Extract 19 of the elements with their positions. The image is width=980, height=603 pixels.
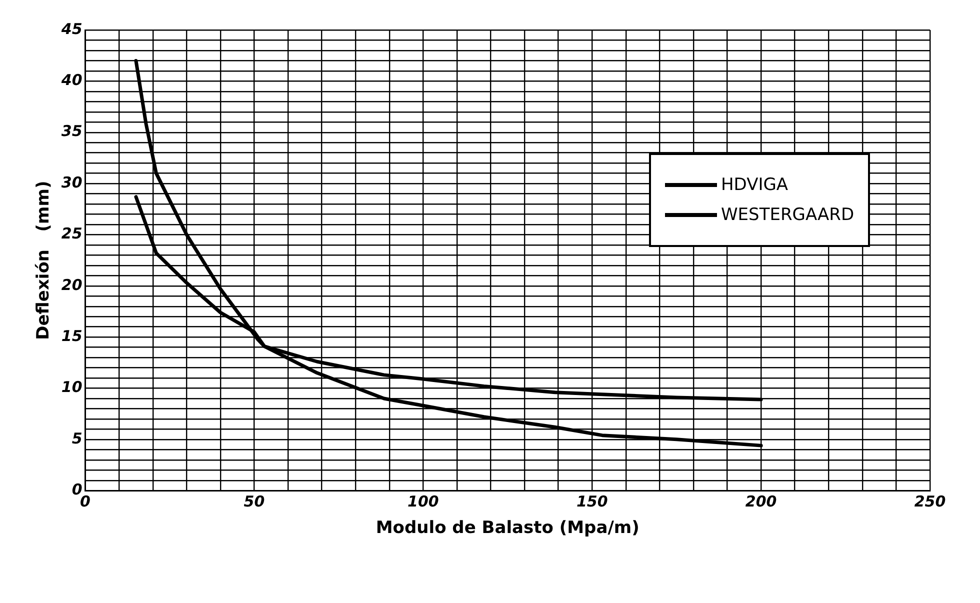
y-axis-title: Deflexión (mm) — [34, 180, 54, 340]
legend-label: HDVIGA — [721, 175, 788, 196]
y-tick-label: 10 — [61, 378, 82, 396]
x-tick-label: 250 — [914, 492, 946, 510]
y-tick-label: 0 — [72, 480, 82, 498]
y-tick-label: 45 — [60, 20, 82, 38]
y-tick-label: 35 — [61, 122, 82, 140]
y-tick-label: 20 — [61, 276, 82, 294]
x-tick-label: 100 — [408, 492, 439, 510]
y-tick-label: 15 — [61, 326, 82, 345]
legend-label: WESTERGAARD — [721, 205, 854, 226]
x-tick-label: 200 — [745, 492, 777, 510]
y-tick-label: 30 — [61, 173, 82, 192]
x-tick-label: 150 — [576, 492, 608, 510]
y-tick-label: 5 — [72, 429, 82, 448]
x-axis-title: Modulo de Balasto (Mpa/m) — [376, 518, 640, 538]
y-tick-label: 25 — [61, 224, 82, 243]
x-tick-label: 50 — [244, 492, 265, 510]
y-tick-label: 40 — [60, 71, 82, 90]
